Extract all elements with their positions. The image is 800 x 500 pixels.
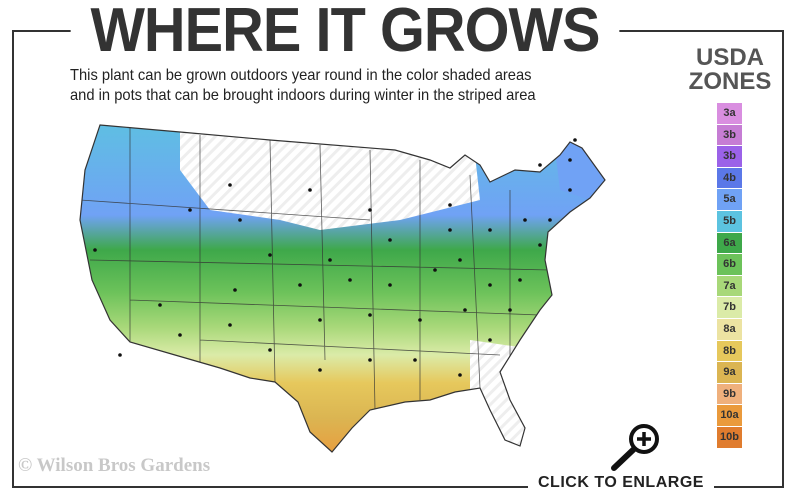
city-dot	[548, 218, 552, 222]
subtitle-line-1: This plant can be grown outdoors year ro…	[70, 67, 532, 84]
subtitle-line-2: and in pots that can be brought indoors …	[70, 87, 536, 104]
city-dot	[488, 338, 492, 342]
legend-zone-10a: 10a	[717, 405, 742, 426]
legend-title-zones: ZONES	[688, 68, 772, 95]
legend-zone-7b: 7b	[717, 297, 742, 318]
city-dot	[238, 218, 242, 222]
city-dot	[458, 258, 462, 262]
legend-zone-7a: 7a	[717, 275, 742, 297]
city-dot	[233, 288, 237, 292]
city-dot	[448, 228, 452, 232]
legend-zone-8b: 8b	[717, 340, 742, 362]
legend-zone-10b: 10b	[717, 426, 742, 448]
legend-zone-5a: 5a	[717, 189, 742, 210]
city-dot	[93, 248, 97, 252]
city-dot	[118, 353, 122, 357]
city-dot	[308, 188, 312, 192]
city-dot	[368, 358, 372, 362]
city-dot	[448, 203, 452, 207]
city-dot	[368, 208, 372, 212]
magnifier-plus-icon[interactable]	[606, 422, 664, 472]
city-dot	[433, 268, 437, 272]
city-dot	[538, 243, 542, 247]
copyright-watermark: © Wilson Bros Gardens	[18, 455, 211, 476]
legend-zone-3b: 3b	[717, 146, 742, 167]
city-dot	[388, 238, 392, 242]
city-dot	[318, 368, 322, 372]
city-dot	[523, 218, 527, 222]
city-dot	[508, 308, 512, 312]
legend-zone-9b: 9b	[717, 383, 742, 405]
city-dot	[158, 303, 162, 307]
city-dot	[268, 253, 272, 257]
page-title: WHERE IT GROWS	[70, 0, 620, 62]
legend-zone-6b: 6b	[717, 254, 742, 275]
legend-title: USDA ZONES	[680, 46, 780, 94]
click-to-enlarge-button[interactable]: CLICK TO ENLARGE	[528, 474, 714, 492]
city-dot	[228, 183, 232, 187]
city-dot	[418, 318, 422, 322]
city-dot	[328, 258, 332, 262]
city-dot	[188, 208, 192, 212]
city-dot	[538, 163, 542, 167]
city-dot	[368, 313, 372, 317]
city-dot	[228, 323, 232, 327]
legend-zone-4b: 4b	[717, 167, 742, 189]
legend-zone-3b: 3b	[717, 124, 742, 146]
city-dot	[178, 333, 182, 337]
city-dot	[318, 318, 322, 322]
city-dot	[568, 158, 572, 162]
city-dot	[568, 188, 572, 192]
subtitle: This plant can be grown outdoors year ro…	[70, 66, 585, 106]
city-dot	[413, 358, 417, 362]
city-dot	[268, 348, 272, 352]
city-dot	[488, 283, 492, 287]
city-dot	[573, 138, 577, 142]
city-dot	[458, 373, 462, 377]
city-dot	[298, 283, 302, 287]
city-dot	[348, 278, 352, 282]
city-dot	[388, 283, 392, 287]
usda-zone-legend: 3a 3b 3b 4b 5a 5b 6a 6b 7a 7b 8a 8b 9a 9b 10a 10b	[717, 103, 742, 449]
legend-title-usda: USDA	[695, 44, 764, 71]
legend-zone-5b: 5b	[717, 210, 742, 232]
legend-zone-6a: 6a	[717, 232, 742, 254]
legend-zone-9a: 9a	[717, 362, 742, 383]
us-zone-map[interactable]	[70, 110, 630, 460]
legend-zone-3a: 3a	[717, 103, 742, 124]
city-dot	[488, 228, 492, 232]
city-dot	[463, 308, 467, 312]
legend-zone-8a: 8a	[717, 318, 742, 340]
city-dot	[518, 278, 522, 282]
